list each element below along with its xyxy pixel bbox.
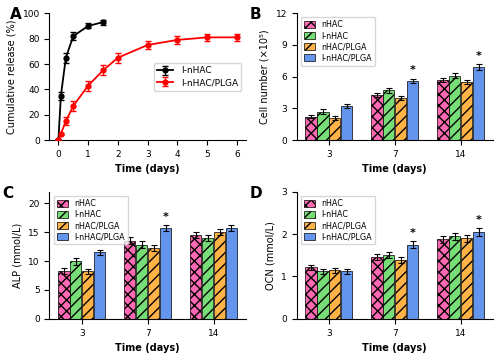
Bar — [384, 255, 394, 319]
Bar — [384, 90, 394, 140]
Text: D: D — [250, 185, 262, 201]
Legend: nHAC, I-nHAC, nHAC/PLGA, I-nHAC/PLGA: nHAC, I-nHAC, nHAC/PLGA, I-nHAC/PLGA — [300, 17, 376, 66]
Legend: nHAC, I-nHAC, nHAC/PLGA, I-nHAC/PLGA: nHAC, I-nHAC, nHAC/PLGA, I-nHAC/PLGA — [300, 196, 376, 244]
Bar — [407, 81, 418, 140]
Bar — [473, 67, 484, 140]
Text: A: A — [10, 7, 22, 22]
Legend: I-nHAC, I-nHAC/PLGA: I-nHAC, I-nHAC/PLGA — [154, 63, 242, 91]
Bar — [136, 245, 147, 319]
Bar — [329, 270, 340, 319]
Bar — [94, 252, 105, 319]
Y-axis label: ALP (mmol/L): ALP (mmol/L) — [12, 223, 22, 288]
Text: *: * — [410, 66, 416, 76]
Bar — [306, 267, 316, 319]
Bar — [160, 228, 171, 319]
Y-axis label: Cumulative release (%): Cumulative release (%) — [7, 19, 17, 134]
Text: *: * — [476, 51, 482, 61]
Bar — [190, 235, 202, 319]
Bar — [473, 232, 484, 319]
Text: *: * — [162, 212, 168, 222]
Bar — [461, 82, 472, 140]
Legend: nHAC, I-nHAC, nHAC/PLGA, I-nHAC/PLGA: nHAC, I-nHAC, nHAC/PLGA, I-nHAC/PLGA — [54, 196, 128, 244]
Bar — [70, 261, 82, 319]
Bar — [461, 238, 472, 319]
Y-axis label: OCN (mmol/L): OCN (mmol/L) — [266, 221, 276, 290]
Bar — [202, 238, 213, 319]
Text: *: * — [410, 228, 416, 238]
Y-axis label: Cell number (×10⁵): Cell number (×10⁵) — [260, 30, 270, 124]
Text: C: C — [2, 185, 14, 201]
Bar — [372, 257, 382, 319]
Bar — [329, 118, 340, 140]
Bar — [58, 271, 70, 319]
Bar — [226, 228, 237, 319]
Bar — [341, 106, 352, 140]
Text: B: B — [250, 7, 261, 22]
Text: *: * — [96, 237, 102, 246]
Bar — [318, 271, 328, 319]
Bar — [372, 95, 382, 140]
Bar — [306, 117, 316, 140]
Bar — [449, 76, 460, 140]
Bar — [214, 232, 225, 319]
Bar — [449, 236, 460, 319]
X-axis label: Time (days): Time (days) — [362, 165, 427, 175]
X-axis label: Time (days): Time (days) — [362, 343, 427, 353]
Bar — [318, 112, 328, 140]
Bar — [395, 98, 406, 140]
X-axis label: Time (days): Time (days) — [116, 165, 180, 175]
Bar — [438, 80, 448, 140]
Bar — [395, 260, 406, 319]
Text: *: * — [476, 215, 482, 225]
Bar — [341, 271, 352, 319]
Bar — [124, 241, 136, 319]
Bar — [438, 239, 448, 319]
Bar — [148, 248, 159, 319]
Bar — [82, 271, 94, 319]
X-axis label: Time (days): Time (days) — [116, 343, 180, 353]
Bar — [407, 245, 418, 319]
